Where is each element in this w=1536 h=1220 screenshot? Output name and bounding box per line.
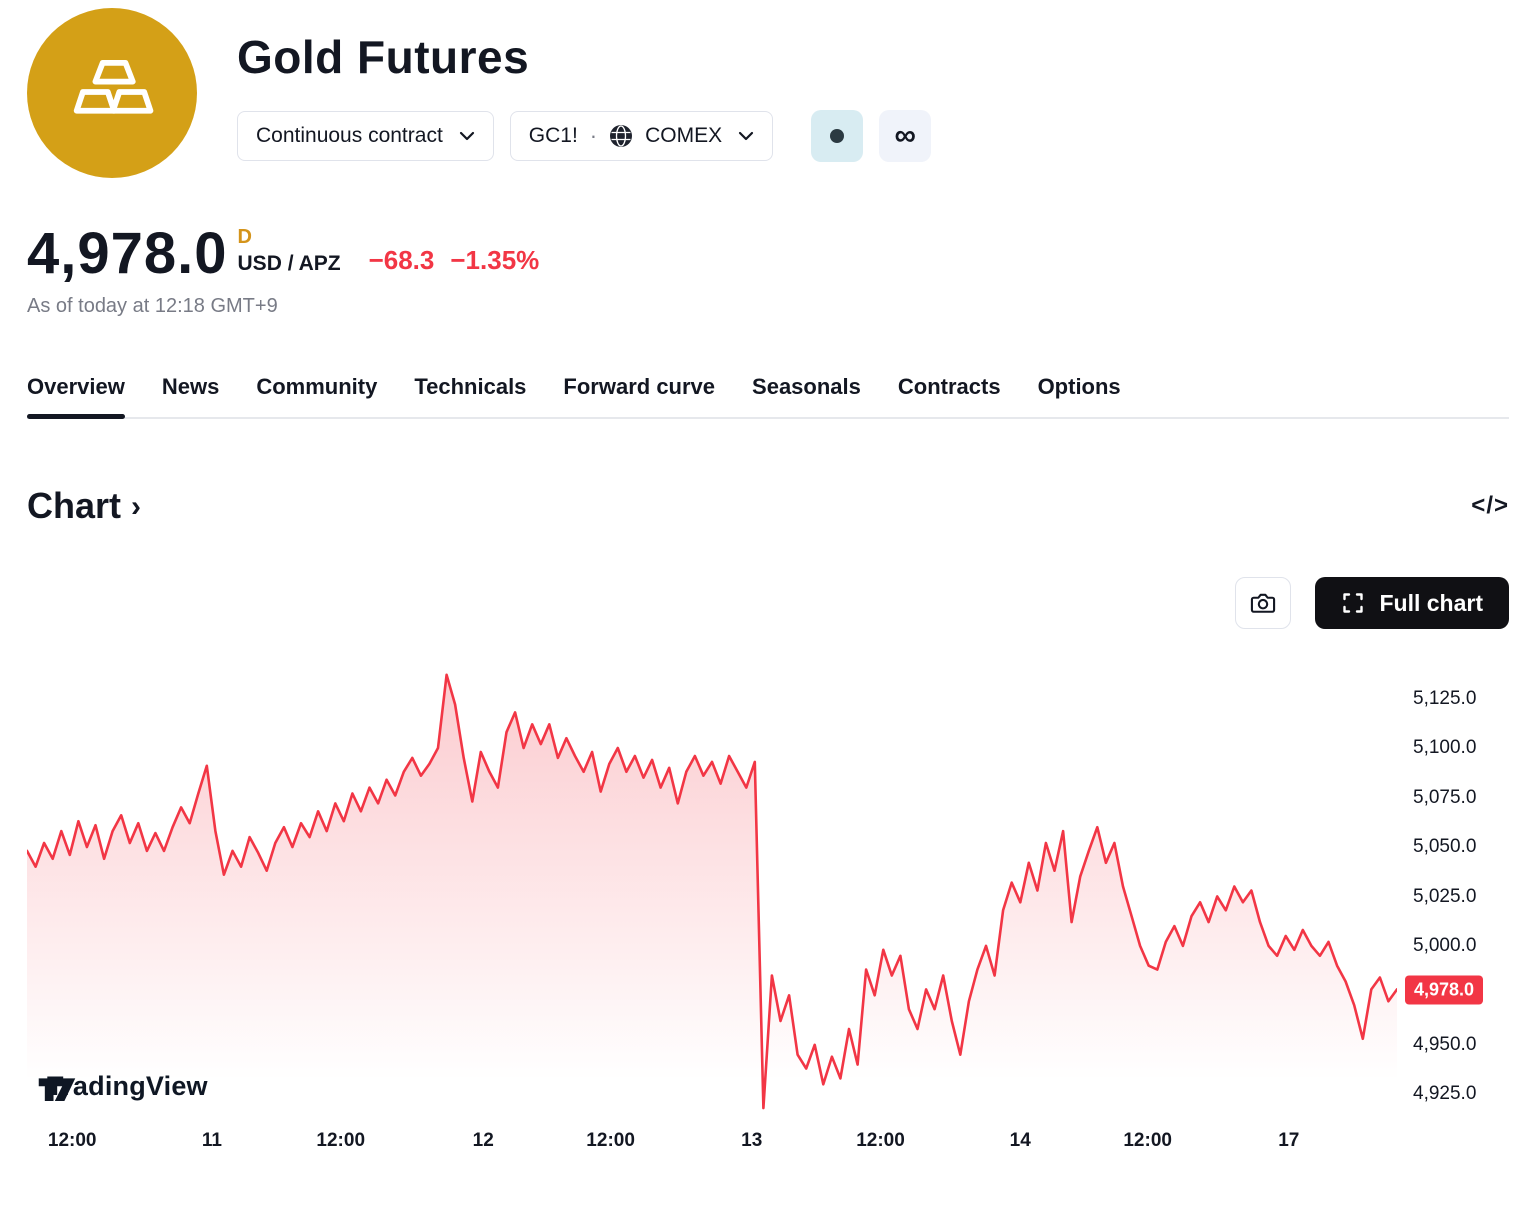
header-controls: Continuous contract GC1! ·	[237, 110, 932, 162]
x-axis-label: 12:00	[316, 1130, 366, 1152]
y-axis-label: 4,950.0	[1413, 1033, 1477, 1055]
chevron-down-icon	[459, 131, 475, 141]
snapshot-button[interactable]	[1235, 577, 1292, 630]
price-unit-column: D USD / APZ	[238, 224, 341, 283]
y-axis-label: 5,100.0	[1413, 737, 1477, 759]
price-change-group: −68.3 −1.35%	[369, 245, 540, 283]
current-price-tag: 4,978.0	[1405, 975, 1484, 1005]
y-axis: 4,978.0 5,125.0 5,100.0 5,075.0 5,050.0 5,02…	[1397, 661, 1509, 1116]
camera-icon	[1249, 589, 1277, 617]
x-axis-label: 12:00	[47, 1130, 97, 1152]
x-axis: 12:00 11 12:00 12 12:00 13 12:00 14 12:00 17	[27, 1116, 1397, 1160]
price-plot[interactable]: TradingView	[27, 661, 1397, 1117]
embed-code-icon[interactable]: </>	[1471, 492, 1509, 520]
y-axis-label: 5,075.0	[1413, 786, 1477, 808]
chart-heading: Chart	[27, 485, 122, 527]
y-axis-label: 5,125.0	[1413, 687, 1477, 709]
tab-community[interactable]: Community	[256, 374, 378, 400]
x-axis-label: 12:00	[1123, 1130, 1172, 1152]
symbol-label: GC1!	[528, 124, 578, 147]
chevron-down-icon	[738, 131, 754, 141]
x-axis-label: 13	[741, 1130, 763, 1152]
tab-options[interactable]: Options	[1037, 374, 1121, 400]
full-chart-label: Full chart	[1379, 589, 1483, 616]
symbol-header: Gold Futures Continuous contract GC1! ·	[27, 8, 1509, 178]
chart-heading-link[interactable]: Chart ›	[27, 485, 141, 527]
exchange-globe-icon	[609, 124, 633, 148]
price-row: 4,978.0 D USD / APZ −68.3 −1.35%	[27, 224, 1509, 283]
as-of-timestamp: As of today at 12:18 GMT+9	[27, 295, 278, 318]
last-price: 4,978.0	[27, 221, 228, 286]
chevron-right-icon: ›	[131, 490, 142, 524]
currency-unit: USD / APZ	[237, 252, 341, 276]
y-axis-label: 4,925.0	[1413, 1083, 1477, 1105]
gold-bars-icon	[60, 39, 164, 148]
chart-actions: Full chart	[27, 577, 1509, 630]
chart-header: Chart › </>	[27, 485, 1509, 527]
full-chart-button[interactable]: Full chart	[1315, 577, 1509, 630]
tab-seasonals[interactable]: Seasonals	[752, 374, 861, 400]
exchange-label: COMEX	[645, 124, 723, 147]
separator-dot: ·	[589, 123, 598, 148]
price-change-percent: −1.35%	[450, 245, 540, 276]
x-axis-label: 12:00	[586, 1130, 635, 1152]
y-axis-label: 5,025.0	[1413, 885, 1477, 907]
symbol-exchange-dropdown[interactable]: GC1! · COMEX	[509, 111, 774, 161]
x-axis-label: 12	[472, 1130, 494, 1152]
tab-overview[interactable]: Overview	[27, 374, 125, 420]
y-axis-label: 5,000.0	[1413, 935, 1477, 957]
tradingview-watermark-text: TradingView	[47, 1071, 208, 1102]
quote-section: 4,978.0 D USD / APZ −68.3 −1.35% As of t…	[27, 224, 1509, 318]
x-axis-label: 17	[1278, 1130, 1300, 1152]
price-chart: TradingView 4,978.0 5,125.0 5,100.0 5,075.…	[27, 661, 1509, 1117]
status-dot-icon	[830, 129, 845, 143]
header-right: Gold Futures Continuous contract GC1! ·	[237, 8, 932, 178]
market-status-button[interactable]	[811, 110, 864, 162]
x-axis-label: 11	[201, 1130, 222, 1152]
page-title: Gold Futures	[237, 31, 530, 83]
x-axis-label: 12:00	[856, 1130, 905, 1152]
symbol-page: Gold Futures Continuous contract GC1! ·	[27, 8, 1509, 1160]
tab-technicals[interactable]: Technicals	[414, 374, 527, 400]
y-axis-label: 5,050.0	[1413, 836, 1477, 858]
section-tabs: Overview News Community Technicals Forwa…	[27, 374, 1509, 420]
contract-type-dropdown[interactable]: Continuous contract	[237, 111, 494, 161]
price-change: −68.3	[368, 245, 435, 276]
tab-forward-curve[interactable]: Forward curve	[563, 374, 716, 400]
interval-badge: D	[237, 226, 252, 248]
tab-news[interactable]: News	[161, 374, 220, 400]
tab-contracts[interactable]: Contracts	[897, 374, 1001, 400]
contract-type-label: Continuous contract	[256, 124, 443, 147]
fullscreen-icon	[1341, 591, 1365, 615]
tradingview-watermark[interactable]: TradingView	[37, 1071, 208, 1102]
x-axis-label: 14	[1009, 1130, 1031, 1152]
infinity-icon: ∞	[894, 119, 916, 152]
infinity-button[interactable]: ∞	[879, 110, 932, 162]
gold-futures-logo	[27, 8, 197, 178]
